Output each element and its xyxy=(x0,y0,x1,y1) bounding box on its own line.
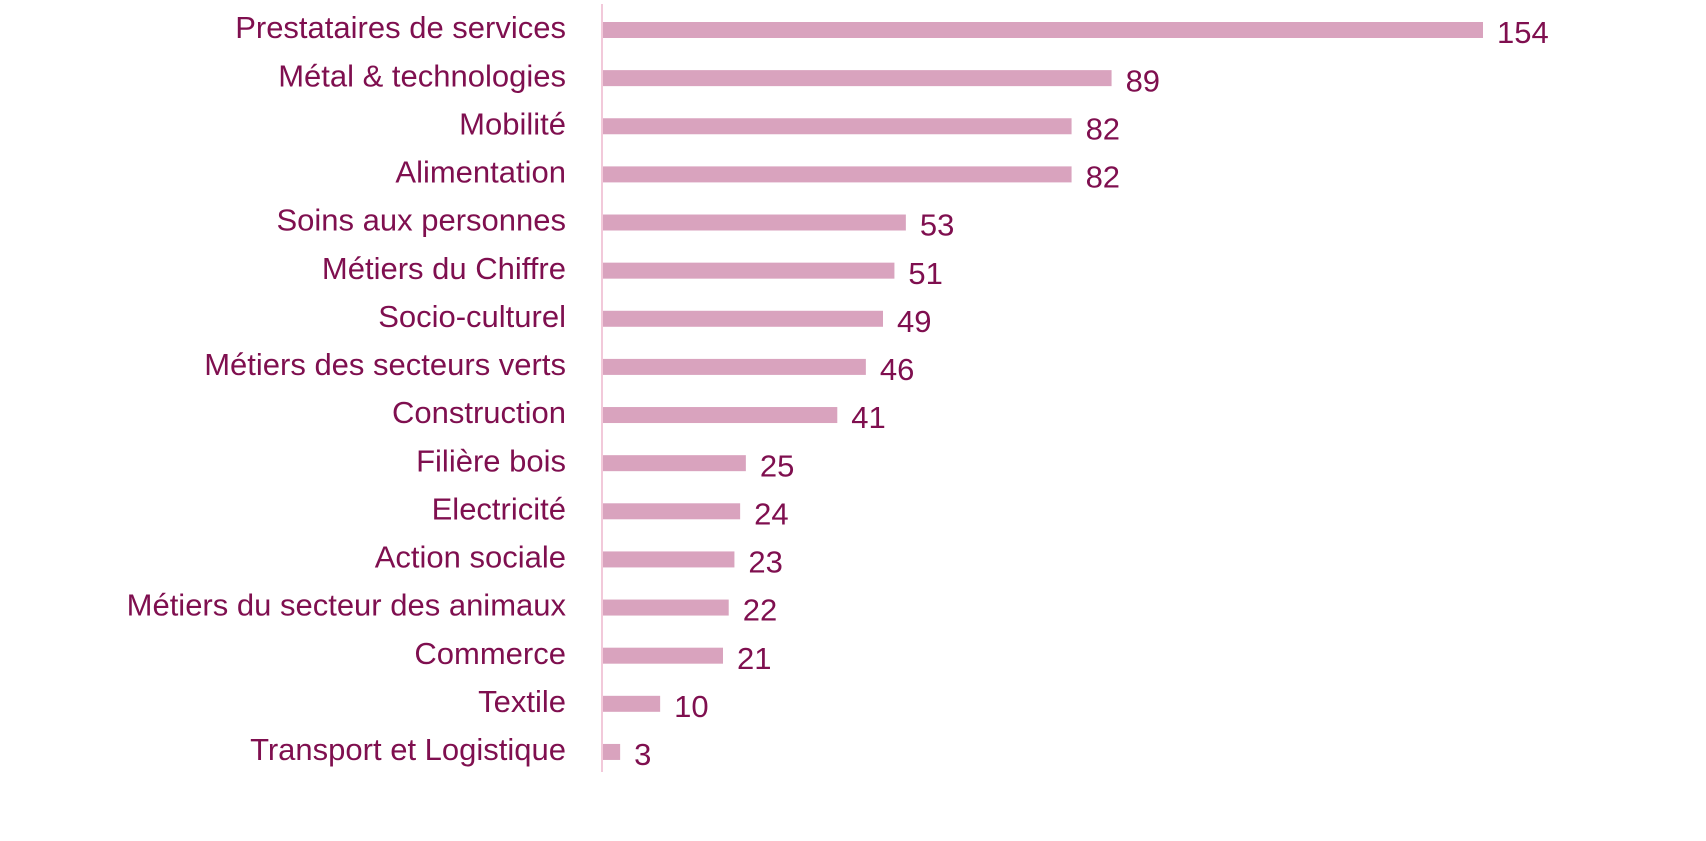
bar xyxy=(603,214,906,231)
value-label: 82 xyxy=(1086,111,1120,146)
category-label: Métiers des secteurs verts xyxy=(204,347,566,382)
category-label: Electricité xyxy=(432,491,566,526)
value-label: 23 xyxy=(748,545,782,580)
bar xyxy=(603,358,866,375)
bar xyxy=(603,262,895,279)
value-label: 41 xyxy=(851,400,885,435)
category-label: Construction xyxy=(392,395,566,430)
value-label: 3 xyxy=(634,737,651,772)
value-label: 21 xyxy=(737,641,771,676)
value-label: 10 xyxy=(674,689,708,724)
bar xyxy=(603,455,746,472)
value-label: 154 xyxy=(1497,15,1549,50)
bar xyxy=(603,743,621,760)
bar xyxy=(603,22,1483,38)
bar xyxy=(603,166,1072,183)
bar xyxy=(603,118,1072,135)
category-label: Alimentation xyxy=(395,155,566,190)
category-label: Prestataires de services xyxy=(235,10,566,45)
bar xyxy=(603,647,723,664)
bar xyxy=(603,503,741,520)
bar xyxy=(603,695,661,712)
value-label: 46 xyxy=(880,352,914,387)
value-label: 25 xyxy=(760,448,794,483)
value-label: 51 xyxy=(908,256,942,291)
bar xyxy=(603,407,838,424)
category-label: Commerce xyxy=(414,636,566,671)
category-label: Métiers du secteur des animaux xyxy=(127,588,567,623)
bar xyxy=(603,310,883,327)
category-label: Mobilité xyxy=(459,106,566,141)
category-label: Textile xyxy=(478,684,566,719)
category-label: Soins aux personnes xyxy=(276,203,566,238)
bar xyxy=(603,551,735,568)
value-label: 49 xyxy=(897,304,931,339)
value-label: 24 xyxy=(754,496,788,531)
bar xyxy=(603,70,1112,87)
category-label: Socio-culturel xyxy=(378,299,566,334)
category-label: Action sociale xyxy=(375,540,566,575)
category-label: Métiers du Chiffre xyxy=(322,251,566,286)
category-label: Transport et Logistique xyxy=(250,732,566,767)
category-label: Métal & technologies xyxy=(278,58,566,93)
value-label: 82 xyxy=(1086,160,1120,195)
value-label: 22 xyxy=(743,593,777,628)
value-label: 53 xyxy=(920,208,954,243)
bar xyxy=(603,599,729,616)
category-label: Filière bois xyxy=(416,443,566,478)
value-label: 89 xyxy=(1126,63,1160,98)
